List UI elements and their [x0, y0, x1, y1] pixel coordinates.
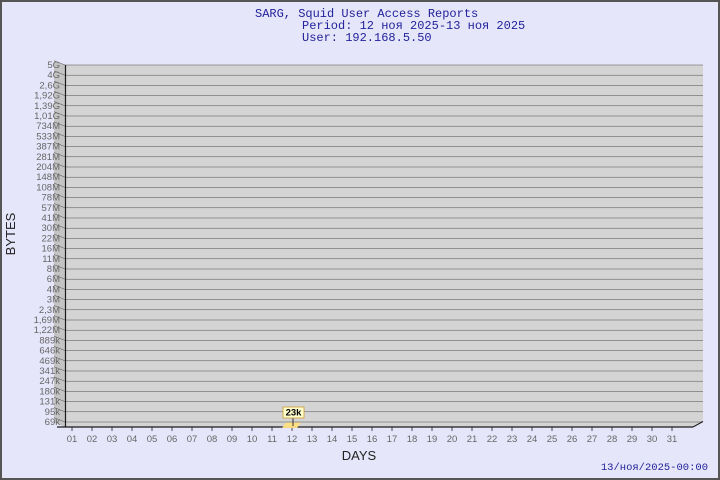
svg-text:31: 31	[667, 434, 678, 445]
svg-text:BYTES: BYTES	[3, 212, 18, 255]
svg-text:17: 17	[387, 434, 398, 445]
svg-text:13: 13	[307, 434, 318, 445]
svg-text:18: 18	[407, 434, 418, 445]
svg-text:09: 09	[227, 434, 238, 445]
svg-text:15: 15	[347, 434, 358, 445]
svg-text:05: 05	[147, 434, 158, 445]
svg-text:23: 23	[507, 434, 518, 445]
svg-text:21: 21	[467, 434, 478, 445]
svg-text:19: 19	[427, 434, 438, 445]
svg-text:27: 27	[587, 434, 598, 445]
svg-text:69k: 69k	[45, 417, 61, 428]
svg-text:26: 26	[567, 434, 578, 445]
svg-text:14: 14	[327, 434, 338, 445]
svg-text:23k: 23k	[286, 408, 303, 419]
svg-text:01: 01	[67, 434, 78, 445]
svg-text:28: 28	[607, 434, 618, 445]
svg-text:06: 06	[167, 434, 178, 445]
svg-text:12: 12	[287, 434, 298, 445]
svg-text:04: 04	[127, 434, 138, 445]
svg-text:30: 30	[647, 434, 658, 445]
svg-text:10: 10	[247, 434, 258, 445]
svg-text:03: 03	[107, 434, 118, 445]
svg-text:24: 24	[527, 434, 538, 445]
svg-text:DAYS: DAYS	[342, 448, 377, 463]
svg-text:02: 02	[87, 434, 98, 445]
svg-text:16: 16	[367, 434, 378, 445]
svg-text:29: 29	[627, 434, 638, 445]
svg-text:25: 25	[547, 434, 558, 445]
svg-text:07: 07	[187, 434, 198, 445]
svg-text:13/ноя/2025-00:00: 13/ноя/2025-00:00	[601, 462, 708, 474]
svg-text:22: 22	[487, 434, 498, 445]
svg-text:User: 192.168.5.50: User: 192.168.5.50	[302, 31, 432, 45]
svg-text:11: 11	[267, 434, 277, 445]
svg-text:08: 08	[207, 434, 218, 445]
svg-text:20: 20	[447, 434, 458, 445]
